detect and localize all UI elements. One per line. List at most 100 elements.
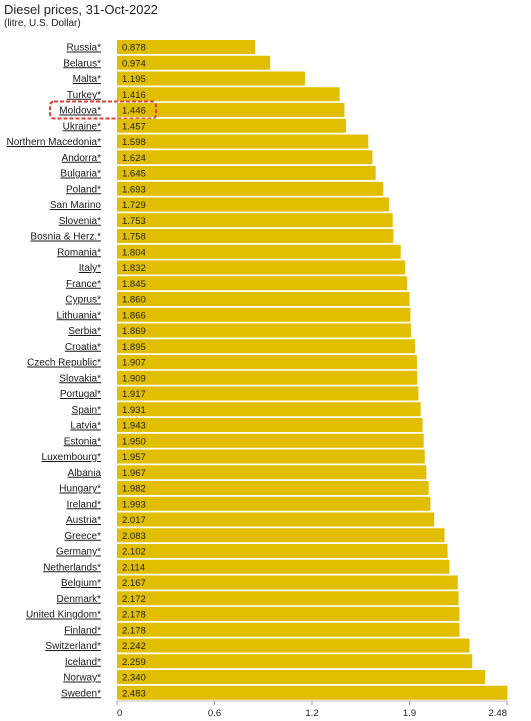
category-label-estonia[interactable]: Estonia* xyxy=(64,436,101,447)
bar-austria xyxy=(117,512,435,527)
category-label-san-marino[interactable]: San Marino xyxy=(50,200,102,211)
value-label-iceland: 2.259 xyxy=(122,657,146,668)
category-label-belarus[interactable]: Belarus* xyxy=(63,58,101,69)
value-label-croatia: 1.895 xyxy=(122,342,146,353)
bar-northern-macedonia xyxy=(117,134,369,149)
bar-bulgaria xyxy=(117,166,376,180)
category-label-malta[interactable]: Malta* xyxy=(73,74,101,85)
bar-sweden xyxy=(117,685,508,700)
value-label-norway: 2.340 xyxy=(122,673,146,684)
category-label-ireland[interactable]: Ireland* xyxy=(67,499,102,510)
category-label-hungary[interactable]: Hungary* xyxy=(59,484,101,495)
category-label-moldova[interactable]: Moldova* xyxy=(59,106,101,117)
bar-moldova xyxy=(117,103,345,117)
category-label-lithuania[interactable]: Lithuania* xyxy=(57,310,102,321)
bar-malta xyxy=(117,71,305,86)
category-label-slovakia[interactable]: Slovakia* xyxy=(59,373,101,384)
category-label-greece[interactable]: Greece* xyxy=(64,531,101,542)
category-label-bulgaria[interactable]: Bulgaria* xyxy=(60,169,101,180)
value-label-estonia: 1.950 xyxy=(122,436,146,447)
bar-lithuania xyxy=(117,307,411,322)
x-tick-label: 0.6 xyxy=(208,708,221,719)
bar-switzerland xyxy=(117,638,470,653)
value-label-ukraine: 1.457 xyxy=(122,121,146,132)
value-label-serbia: 1.869 xyxy=(122,326,146,337)
value-label-turkey: 1.416 xyxy=(122,90,146,101)
value-label-greece: 2.083 xyxy=(122,531,146,542)
value-label-sweden: 2.483 xyxy=(122,688,146,699)
value-label-belarus: 0.974 xyxy=(122,58,146,69)
category-label-poland[interactable]: Poland* xyxy=(66,184,101,195)
value-label-slovenia: 1.753 xyxy=(122,216,146,227)
bar-ukraine xyxy=(117,118,347,133)
category-label-romania[interactable]: Romania* xyxy=(57,247,101,258)
category-label-finland[interactable]: Finland* xyxy=(64,625,101,636)
value-label-lithuania: 1.866 xyxy=(122,310,146,321)
bar-portugal xyxy=(117,386,419,401)
category-label-italy[interactable]: Italy* xyxy=(79,263,101,274)
category-label-spain[interactable]: Spain* xyxy=(72,405,102,416)
category-label-bosnia-herz[interactable]: Bosnia & Herz.* xyxy=(30,232,101,243)
category-label-sweden[interactable]: Sweden* xyxy=(61,688,101,699)
value-label-hungary: 1.982 xyxy=(122,484,146,495)
bar-belarus xyxy=(117,55,271,70)
category-label-serbia[interactable]: Serbia* xyxy=(68,326,101,337)
value-label-romania: 1.804 xyxy=(122,247,146,258)
bar-france xyxy=(117,276,408,291)
bar-slovenia xyxy=(117,213,393,228)
bar-romania xyxy=(117,244,401,259)
category-label-albania[interactable]: Albania xyxy=(68,468,102,479)
category-label-belgium[interactable]: Belgium* xyxy=(61,578,101,589)
category-label-norway[interactable]: Norway* xyxy=(63,673,101,684)
category-label-netherlands[interactable]: Netherlands* xyxy=(43,562,101,573)
value-label-poland: 1.693 xyxy=(122,184,146,195)
value-label-netherlands: 2.114 xyxy=(122,562,145,573)
x-tick-label: 0 xyxy=(117,708,122,719)
bar-san-marino xyxy=(117,197,389,212)
category-label-croatia[interactable]: Croatia* xyxy=(65,342,101,353)
category-label-denmark[interactable]: Denmark* xyxy=(57,594,102,605)
category-label-cyprus[interactable]: Cyprus* xyxy=(65,295,101,306)
category-label-france[interactable]: France* xyxy=(66,279,101,290)
category-label-portugal[interactable]: Portugal* xyxy=(60,389,101,400)
value-label-russia: 0.878 xyxy=(122,43,146,54)
value-label-andorra: 1.624 xyxy=(122,153,146,164)
bar-luxembourg xyxy=(117,449,425,464)
bar-czech-republic xyxy=(117,355,417,369)
category-label-latvia[interactable]: Latvia* xyxy=(70,421,101,432)
category-label-czech-republic[interactable]: Czech Republic* xyxy=(27,358,101,369)
category-label-slovenia[interactable]: Slovenia* xyxy=(59,216,101,227)
bar-norway xyxy=(117,670,485,684)
category-label-switzerland[interactable]: Switzerland* xyxy=(45,641,101,652)
bar-ireland xyxy=(117,496,431,511)
value-label-latvia: 1.943 xyxy=(122,421,146,432)
category-label-russia[interactable]: Russia* xyxy=(67,43,102,54)
bar-belgium xyxy=(117,575,458,590)
category-label-luxembourg[interactable]: Luxembourg* xyxy=(42,452,102,463)
category-label-turkey[interactable]: Turkey* xyxy=(67,90,101,101)
bar-italy xyxy=(117,260,406,275)
bar-croatia xyxy=(117,339,416,354)
value-label-belgium: 2.167 xyxy=(122,578,146,589)
value-label-united-kingdom: 2.178 xyxy=(122,610,146,621)
value-label-malta: 1.195 xyxy=(122,74,146,85)
category-label-andorra[interactable]: Andorra* xyxy=(62,153,102,164)
category-label-ukraine[interactable]: Ukraine* xyxy=(63,121,101,132)
bar-serbia xyxy=(117,323,411,338)
value-label-czech-republic: 1.907 xyxy=(122,358,146,369)
category-label-austria[interactable]: Austria* xyxy=(66,515,101,526)
value-label-slovakia: 1.909 xyxy=(122,373,146,384)
value-label-denmark: 2.172 xyxy=(122,594,146,605)
value-label-portugal: 1.917 xyxy=(122,389,146,400)
category-label-northern-macedonia[interactable]: Northern Macedonia* xyxy=(7,137,102,148)
bar-finland xyxy=(117,622,460,637)
value-label-spain: 1.931 xyxy=(122,405,146,416)
category-label-germany[interactable]: Germany* xyxy=(56,547,101,558)
value-label-italy: 1.832 xyxy=(122,263,146,274)
value-label-luxembourg: 1.957 xyxy=(122,452,146,463)
category-label-iceland[interactable]: Iceland* xyxy=(65,657,101,668)
bar-slovakia xyxy=(117,370,418,385)
category-label-united-kingdom[interactable]: United Kingdom* xyxy=(26,610,101,621)
highlight-box xyxy=(49,100,157,120)
